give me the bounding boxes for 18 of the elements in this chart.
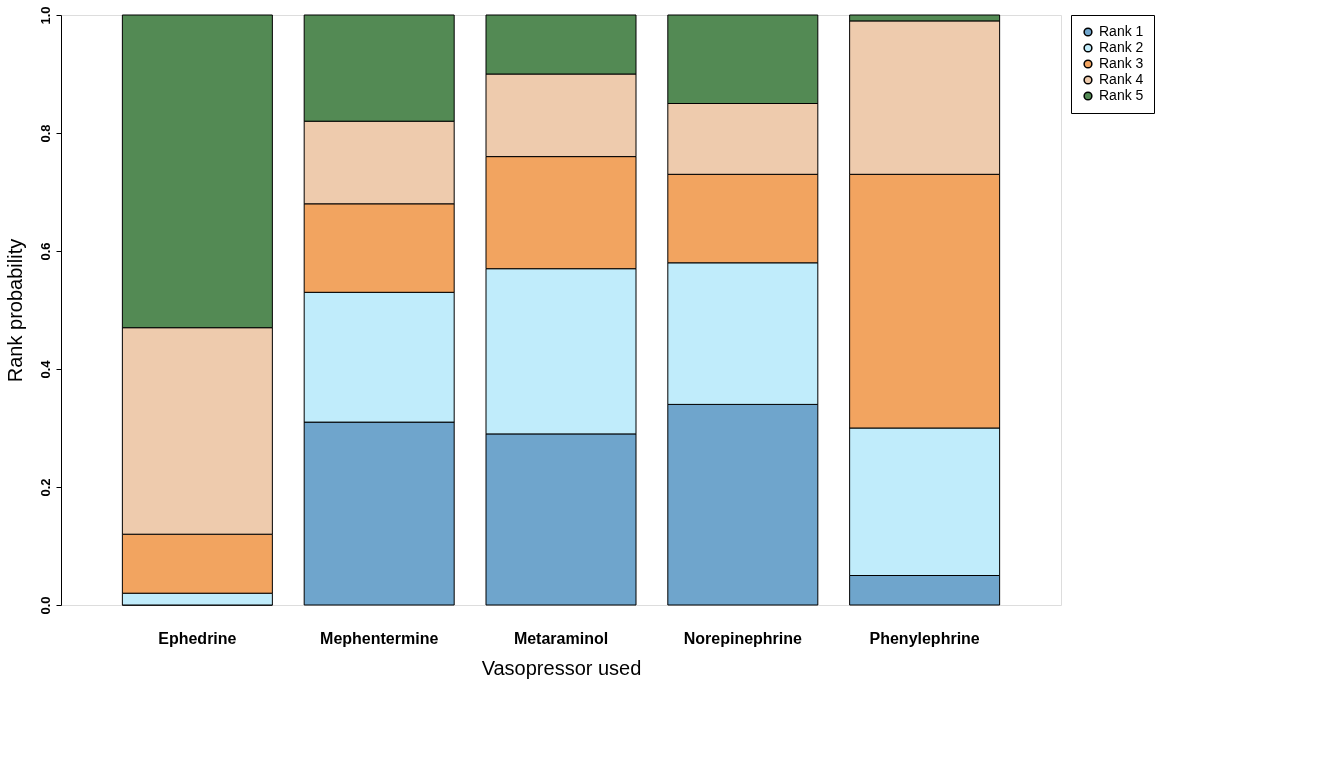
y-axis-title: Rank probability — [3, 238, 26, 383]
x-tick-label: Ephedrine — [158, 629, 237, 647]
y-tick-label: 1.0 — [37, 6, 53, 25]
legend-label: Rank 5 — [1099, 87, 1144, 103]
x-tick-label: Metaraminol — [513, 629, 609, 647]
legend-label: Rank 3 — [1099, 55, 1144, 71]
legend-label: Rank 4 — [1099, 71, 1144, 87]
y-tick-label: 0.2 — [37, 478, 53, 497]
x-tick-label: Norepinephrine — [683, 629, 803, 647]
y-tick-label: 0.0 — [37, 596, 53, 615]
y-tick-label: 0.8 — [37, 124, 53, 143]
x-axis-title: Vasopressor used — [481, 656, 642, 679]
x-tick-label: Phenylephrine — [869, 629, 980, 647]
y-tick-label: 0.4 — [37, 359, 53, 379]
legend-label: Rank 2 — [1099, 39, 1144, 55]
x-tick-label: Mephentermine — [320, 629, 439, 647]
y-tick-label: 0.6 — [37, 242, 53, 261]
legend-label: Rank 1 — [1099, 23, 1144, 39]
